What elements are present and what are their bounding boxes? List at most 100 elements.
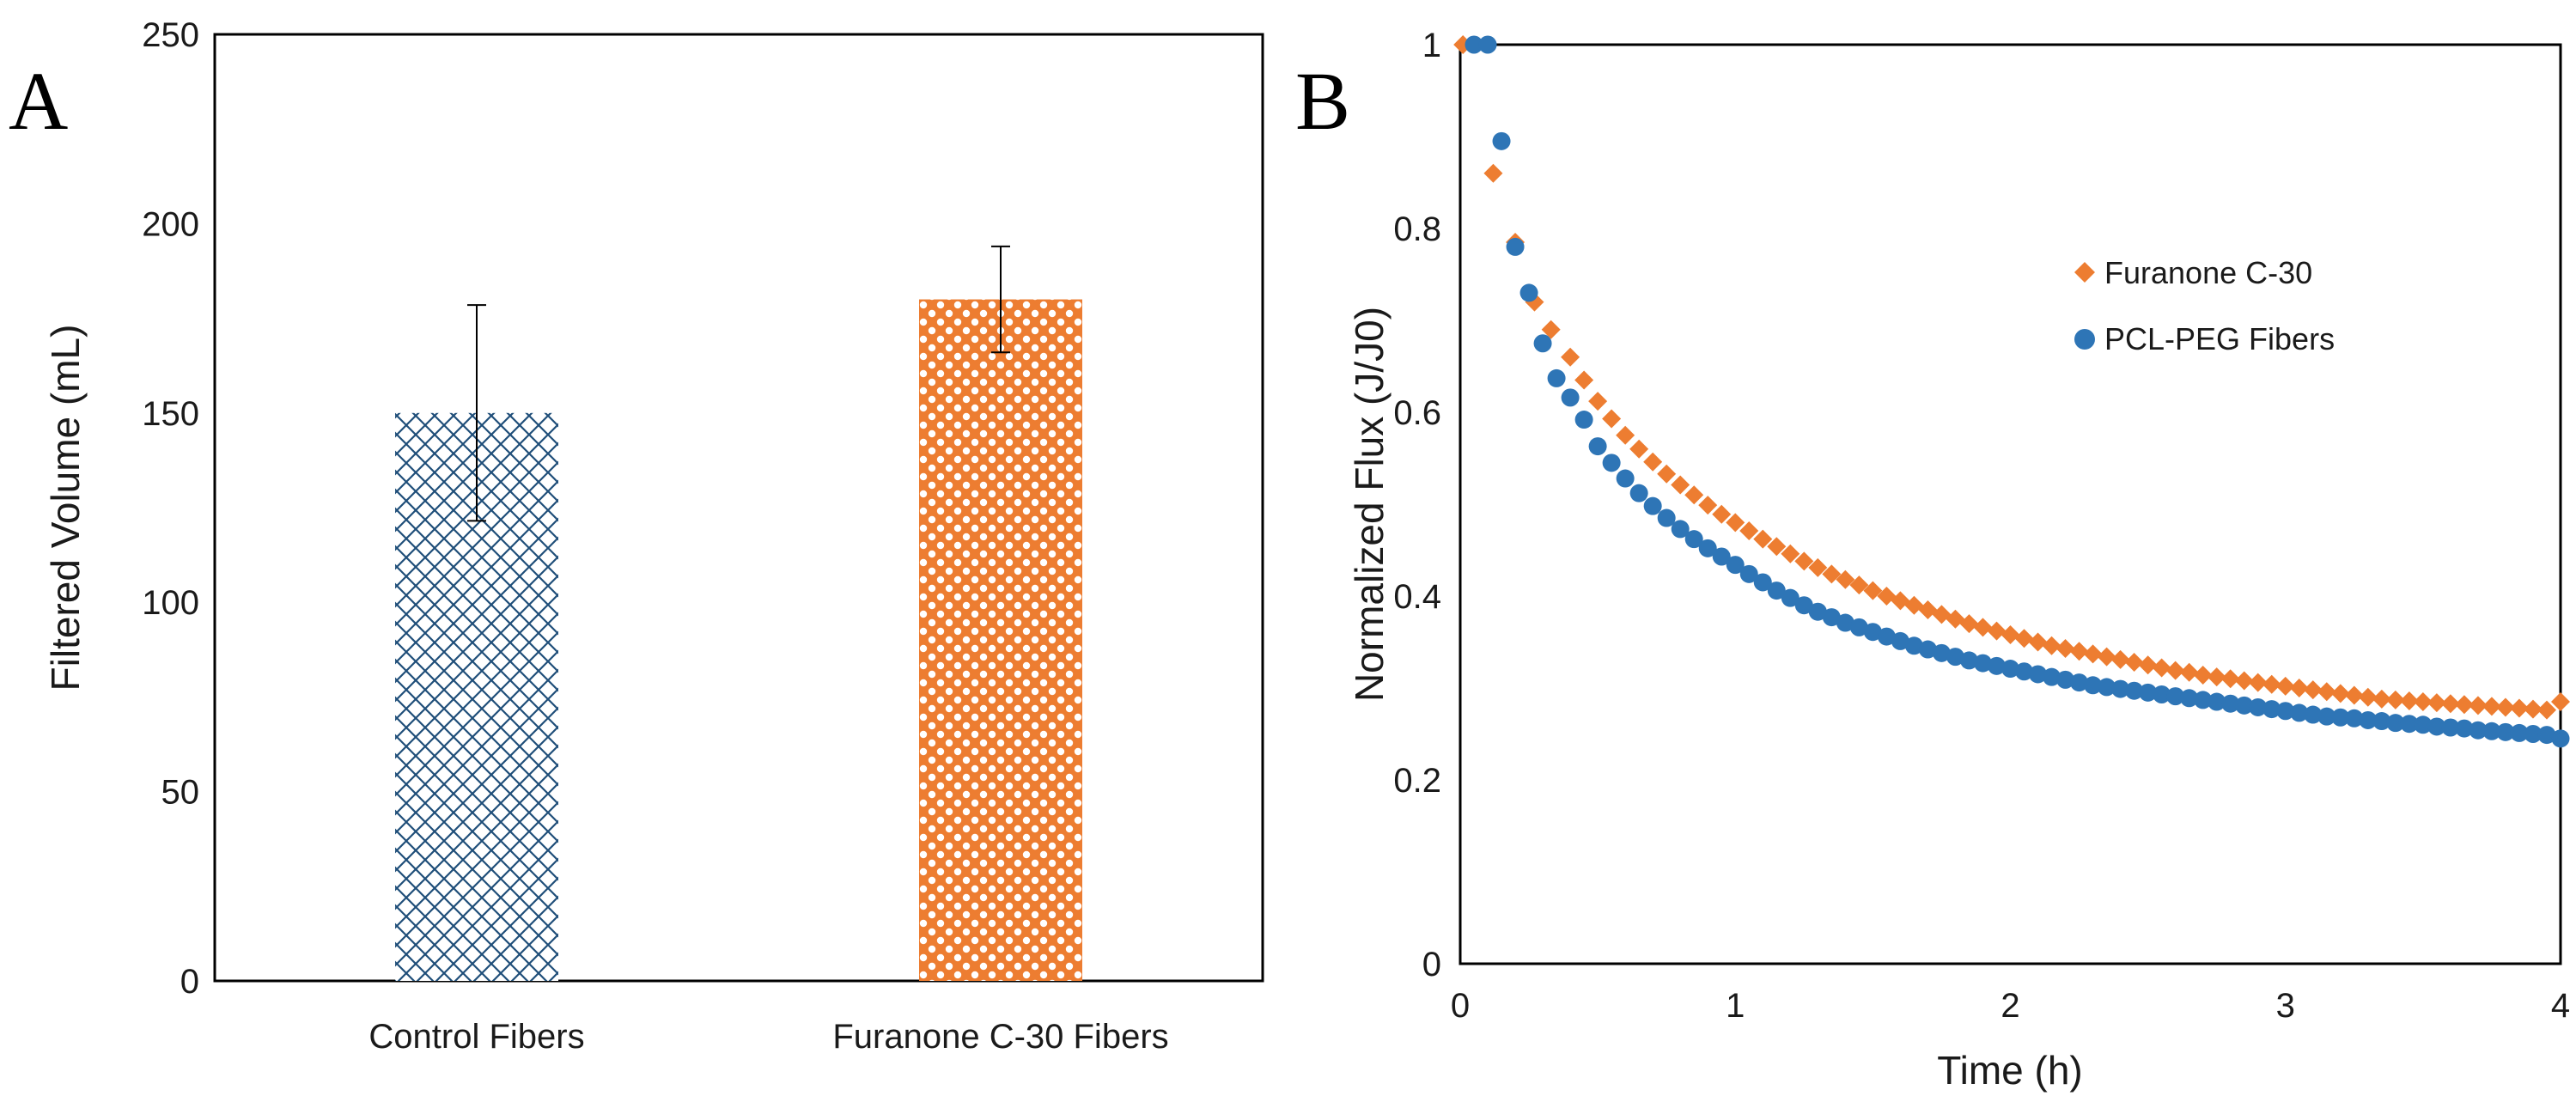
data-point [1698, 496, 1718, 515]
data-point [2083, 644, 2103, 664]
panel-b-y-tick-label: 0.8 [1393, 210, 1441, 248]
panel-a-y-axis-title: Filtered Volume (mL) [43, 325, 88, 691]
series-furanone-c-30 [1453, 35, 2570, 720]
data-point [2536, 700, 2556, 720]
panel-a-error-bars [467, 245, 1010, 522]
data-point [2165, 661, 2185, 680]
data-point [2221, 694, 2240, 713]
data-point [1973, 654, 1992, 673]
data-point [1987, 656, 2006, 675]
data-point [1588, 392, 1608, 411]
data-point [2056, 670, 2075, 689]
data-point [1959, 614, 1979, 634]
data-point [2331, 708, 2350, 727]
data-point [1712, 547, 1731, 566]
data-point [2372, 689, 2391, 709]
data-point [1794, 551, 1814, 571]
data-point [2220, 669, 2240, 689]
data-point [2276, 702, 2295, 721]
data-point [2372, 712, 2391, 731]
panel-b-y-tick-label: 0.2 [1393, 762, 1441, 800]
panel-a-category-labels: Control Fibers Furanone C-30 Fibers [368, 1018, 1168, 1056]
data-point [2482, 697, 2501, 716]
panel-a-bar-chart: A 0 50 100 150 200 250 Control Fibers Furanone… [9, 16, 1264, 1056]
panel-b-scatter-chart: B 0 0.2 0.4 0.6 0.8 1 0 1 2 3 4 Normalized Flux (… [1295, 27, 2570, 1093]
data-point [2055, 638, 2075, 658]
data-point [1918, 640, 1937, 659]
data-point [1616, 469, 1635, 488]
data-point [2427, 693, 2446, 713]
data-point [1541, 320, 1561, 339]
data-point [1849, 618, 1868, 636]
data-point [1726, 556, 1745, 575]
data-point [2413, 692, 2433, 712]
data-point [1506, 237, 1525, 256]
panel-a-category-label: Furanone C-30 Fibers [832, 1018, 1168, 1056]
data-point [2015, 662, 2034, 681]
data-point [2358, 687, 2378, 707]
data-point [2537, 726, 2556, 745]
data-point [1492, 131, 1511, 150]
data-point [2249, 697, 2268, 716]
data-point [1574, 370, 1594, 390]
data-point [2098, 678, 2116, 697]
data-point [2111, 679, 2130, 698]
data-point [2495, 697, 2515, 717]
data-point [1739, 521, 1759, 541]
data-point [2399, 691, 2419, 710]
panel-a-y-tick-label: 150 [142, 395, 199, 433]
panel-b-letter: B [1295, 55, 1350, 147]
data-point [2359, 710, 2378, 729]
data-point [2523, 699, 2543, 719]
data-point [2043, 667, 2061, 686]
data-point [2303, 680, 2323, 700]
panel-b-y-ticks: 0 0.2 0.4 0.6 0.8 1 [1393, 27, 1441, 983]
data-point [1698, 539, 1717, 557]
panel-a-y-tick-label: 100 [142, 584, 199, 622]
data-point [1657, 508, 1676, 527]
data-point [1519, 283, 1538, 302]
data-point [2262, 700, 2281, 719]
data-point [1726, 513, 1745, 533]
data-point [2440, 694, 2460, 714]
panel-a-letter: A [9, 55, 68, 147]
data-point [1836, 569, 1855, 589]
data-point [1822, 564, 1842, 584]
data-point [1547, 368, 1566, 387]
data-point [2084, 676, 2103, 695]
data-point [2455, 719, 2474, 738]
data-point [1836, 613, 1854, 632]
series-pcl-peg-fibers [1465, 35, 2570, 748]
panel-b-y-tick-label: 1 [1422, 27, 1441, 64]
panel-b-x-tick-label: 1 [1726, 987, 1745, 1025]
bar-furanone-c-30-fibers [919, 299, 1082, 981]
data-point [1561, 347, 1580, 367]
data-point [1574, 411, 1593, 429]
data-point [2208, 692, 2226, 711]
data-point [1643, 452, 1663, 472]
data-point [1891, 631, 1909, 650]
panel-b-x-tick-label: 2 [2001, 987, 2019, 1025]
data-point [2468, 696, 2488, 715]
data-point [2290, 703, 2309, 722]
data-point [1629, 484, 1648, 502]
panel-a-y-ticks: 0 50 100 150 200 250 [142, 16, 199, 1001]
data-point [1959, 651, 1978, 670]
data-point [1781, 544, 1800, 563]
data-point [2153, 685, 2171, 703]
legend-marker-pcl-peg [2074, 329, 2095, 350]
data-point [1794, 596, 1813, 615]
legend-marker-furanone [2074, 262, 2095, 283]
data-point [1657, 464, 1677, 484]
data-point [2496, 722, 2515, 741]
data-point [1671, 475, 1690, 495]
data-point [2070, 673, 2089, 692]
data-point [2304, 705, 2323, 724]
panel-b-y-tick-label: 0 [1422, 946, 1441, 983]
data-point [2110, 649, 2130, 669]
data-point [1739, 564, 1758, 583]
data-point [2152, 658, 2171, 678]
data-point [1465, 35, 1483, 54]
data-point [1822, 608, 1841, 627]
data-point [1629, 439, 1649, 459]
